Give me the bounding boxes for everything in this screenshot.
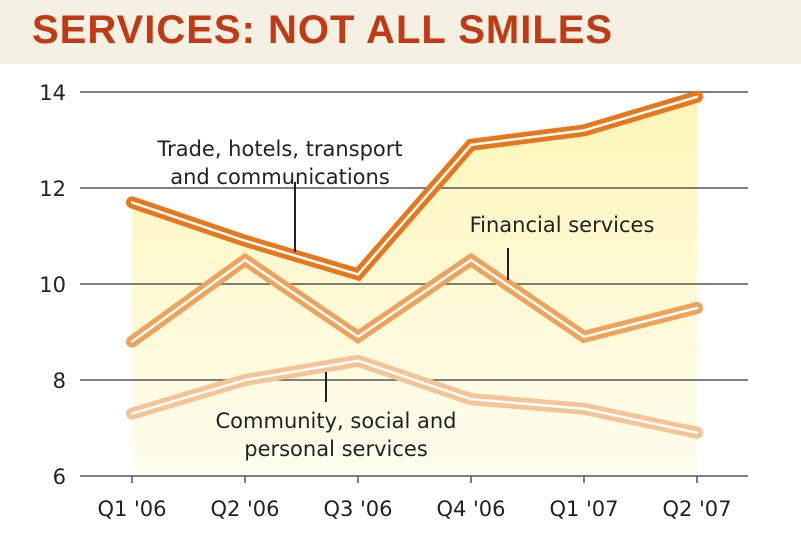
y-tick-label: 12 <box>39 177 66 201</box>
series-line-core-trade <box>130 95 699 276</box>
series-line-core-financial <box>130 258 699 343</box>
series-annotation-community: personal services <box>244 437 428 461</box>
y-tick-label: 14 <box>39 81 66 105</box>
series-annotation-community: Community, social and <box>216 409 457 433</box>
y-tick-label: 10 <box>39 273 66 297</box>
y-tick-label: 6 <box>53 465 66 489</box>
x-tick-label: Q3 '06 <box>323 497 392 521</box>
x-tick-label: Q1 '07 <box>549 497 618 521</box>
series-annotation-trade: and communications <box>170 165 390 189</box>
series-annotation-financial: Financial services <box>470 213 655 237</box>
x-tick-label: Q4 '06 <box>436 497 505 521</box>
series-annotation-trade: Trade, hotels, transport <box>156 137 402 161</box>
x-tick-label: Q2 '06 <box>210 497 279 521</box>
chart-title: SERVICES: NOT ALL SMILES <box>32 8 614 52</box>
title-band <box>0 0 801 64</box>
series-line-core-community <box>130 359 699 435</box>
x-tick-label: Q2 '07 <box>662 497 731 521</box>
y-tick-label: 8 <box>53 369 66 393</box>
x-tick-label: Q1 '06 <box>97 497 166 521</box>
